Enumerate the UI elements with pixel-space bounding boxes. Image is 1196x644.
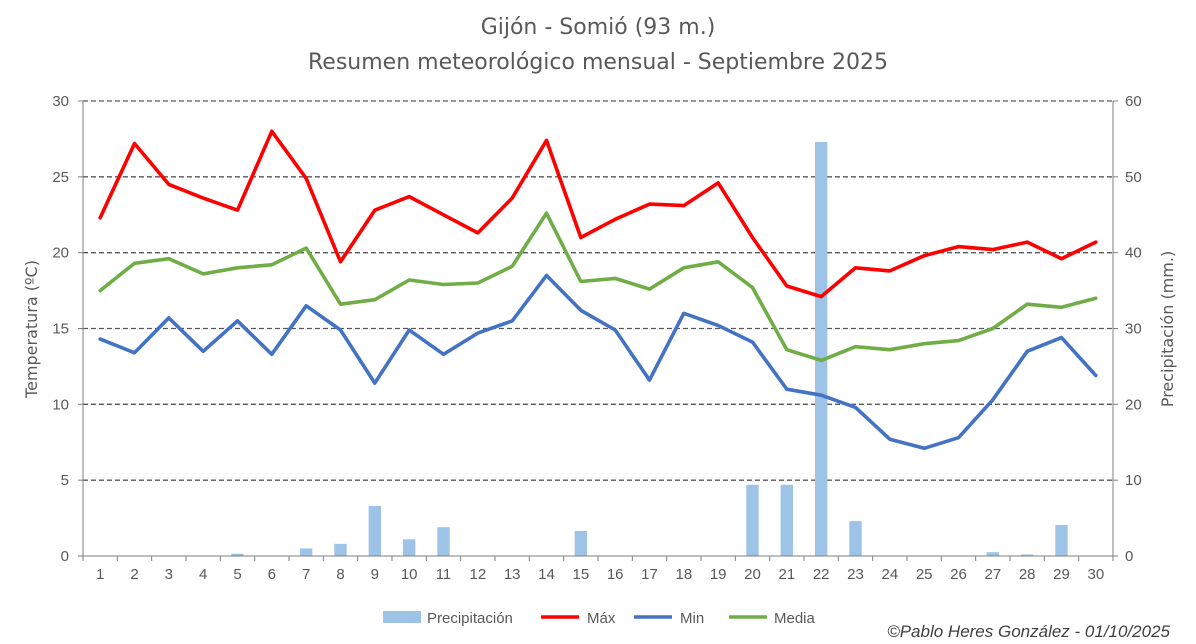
precipitation-bar (334, 543, 347, 556)
y-axis-title-left: Temperatura (ºC) (22, 260, 41, 399)
y-tick-label-left: 30 (52, 93, 69, 110)
y-tick-label-left: 25 (52, 169, 69, 186)
x-tick-label: 29 (1053, 566, 1070, 583)
y-tick-label-left: 5 (61, 472, 69, 489)
x-tick-label: 11 (436, 566, 452, 583)
precipitation-bar (780, 484, 794, 556)
precipitation-bar (368, 505, 382, 556)
legend: Precipitación Máx Min Media (383, 610, 816, 627)
precipitation-bar (814, 141, 828, 556)
x-tick-label: 15 (572, 566, 589, 583)
gridlines (83, 100, 1113, 481)
y-tick-label-right: 30 (1125, 321, 1142, 338)
legend-swatch-precipitation (383, 611, 421, 623)
x-tick-label: 16 (607, 566, 624, 583)
legend-label: Min (680, 610, 704, 627)
series-line-m-x (98, 129, 1098, 299)
x-tick-label: 22 (813, 566, 830, 583)
x-tick-label: 10 (401, 566, 418, 583)
chart-subtitle: Resumen meteorológico mensual - Septiemb… (308, 50, 888, 75)
x-tick-label: 26 (950, 566, 967, 583)
precipitation-bar (1055, 524, 1068, 556)
left-axis-ticks: 0 5 10 15 20 25 30 (52, 93, 83, 565)
x-tick-label: 30 (1087, 566, 1104, 583)
precipitation-bars (231, 141, 1068, 556)
chart-title: Gijón - Somió (93 m.) (481, 15, 716, 40)
x-tick-label: 20 (744, 566, 761, 583)
precipitation-bar (849, 521, 862, 556)
right-axis-ticks: 0 10 20 30 40 50 60 (1113, 93, 1142, 565)
precipitation-bar (986, 552, 1000, 556)
x-tick-label: 27 (984, 566, 1001, 583)
x-tick-label: 23 (847, 566, 864, 583)
x-tick-label: 14 (538, 566, 555, 583)
precipitation-bar (299, 548, 313, 556)
precipitation-bar (574, 530, 588, 556)
series-line-min (98, 273, 1098, 451)
x-tick-label: 4 (199, 566, 207, 583)
x-tick-label: 3 (165, 566, 173, 583)
x-tick-label: 9 (371, 566, 379, 583)
x-tick-label: 28 (1019, 566, 1036, 583)
y-tick-label-right: 20 (1125, 396, 1142, 413)
temperature-lines (98, 129, 1098, 451)
x-tick-label: 8 (336, 566, 344, 583)
y-tick-label-left: 15 (52, 321, 69, 338)
legend-label: Precipitación (427, 610, 513, 627)
precipitation-bar (437, 527, 450, 556)
x-tick-label: 24 (881, 566, 898, 583)
x-axis-ticks: 1 2 3 4 5 6 7 8 9 10 11 12 13 14 15 16 17 18 19 20 21 22 23 24 2… (82, 556, 1114, 583)
precipitation-bar (746, 484, 759, 556)
x-tick-label: 13 (504, 566, 521, 583)
x-tick-label: 17 (641, 566, 658, 583)
precipitation-bar (231, 553, 244, 556)
x-tick-label: 25 (916, 566, 933, 583)
x-tick-label: 21 (778, 566, 795, 583)
y-tick-label-right: 40 (1125, 245, 1142, 262)
y-tick-label-right: 10 (1125, 472, 1142, 489)
legend-label: Máx (587, 610, 616, 627)
y-tick-label-right: 60 (1125, 93, 1142, 110)
precipitation-bar (402, 539, 416, 556)
y-tick-label-right: 0 (1125, 548, 1133, 565)
precipitation-bar (1020, 554, 1034, 556)
y-tick-label-right: 50 (1125, 169, 1142, 186)
y-tick-label-left: 10 (52, 396, 69, 413)
x-tick-label: 2 (130, 566, 138, 583)
x-tick-label: 1 (96, 566, 104, 583)
y-tick-label-left: 0 (61, 548, 69, 565)
x-tick-label: 7 (302, 566, 310, 583)
x-tick-label: 6 (268, 566, 276, 583)
y-tick-label-left: 20 (52, 245, 69, 262)
x-tick-label: 18 (675, 566, 692, 583)
credit-text: ©Pablo Heres González - 01/10/2025 (887, 622, 1170, 641)
x-tick-label: 12 (469, 566, 486, 583)
x-tick-label: 5 (233, 566, 241, 583)
y-axis-title-right: Precipitación (mm.) (1158, 251, 1177, 407)
legend-label: Media (774, 610, 816, 627)
x-tick-label: 19 (710, 566, 727, 583)
series-line-media (98, 211, 1098, 363)
